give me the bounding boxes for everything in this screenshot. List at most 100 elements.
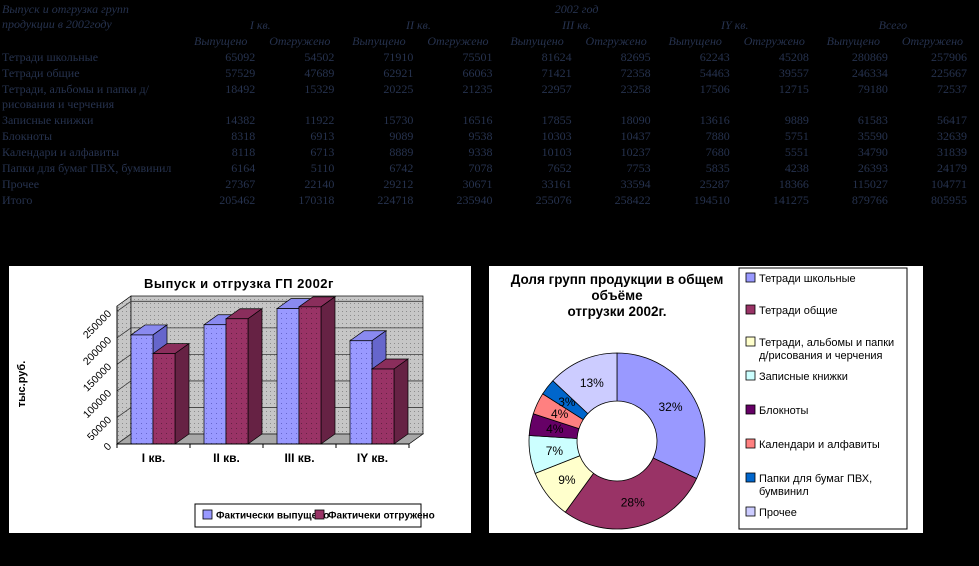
table-cell: 257906 xyxy=(931,50,967,64)
table-cell: 10437 xyxy=(620,129,651,143)
table-cell: 27367 xyxy=(225,177,256,191)
legend-label: бумвинил xyxy=(759,486,809,498)
table-cell: 39557 xyxy=(778,66,809,80)
legend-swatch xyxy=(745,272,756,283)
plot-left-wall xyxy=(116,295,132,445)
sub-header: Отгружено xyxy=(585,34,647,48)
table-cell: 34790 xyxy=(857,145,888,159)
legend-label: Блокноты xyxy=(759,405,809,417)
pie-legend-box xyxy=(738,267,908,530)
table-cell: 8118 xyxy=(231,145,256,159)
pie-slice-label: 4% xyxy=(551,407,569,421)
table-cell: 10303 xyxy=(541,129,572,143)
table-row: Тетради школьные 65092 54502 71910 75501 8162… xyxy=(0,50,975,66)
y-tick-label: 0 xyxy=(102,441,115,454)
bar-shipped xyxy=(151,342,191,445)
bar-chart-ylabel: тыс.руб. xyxy=(16,361,28,408)
row-label: Итого xyxy=(2,193,33,207)
table-cell: 9338 xyxy=(468,145,493,159)
table-cell: 18090 xyxy=(620,113,651,127)
row-label: Папки для бумаг ПВХ, бумвинил xyxy=(2,161,172,175)
table-cell: 66063 xyxy=(462,66,493,80)
legend-label: Папки для бумаг ПВХ, xyxy=(759,473,872,485)
pie-chart-panel: Доля групп продукции в общем объёме отгруз… xyxy=(488,265,924,534)
legend-swatch xyxy=(745,370,756,381)
table-cell: 205462 xyxy=(219,193,256,207)
x-category-label: III кв. xyxy=(284,451,314,465)
table-title: Выпуск и отгрузка групп продукции в 2002… xyxy=(0,2,184,50)
legend-swatch xyxy=(202,509,213,520)
table-cell: 29212 xyxy=(383,177,414,191)
table-cell: 9089 xyxy=(389,129,414,143)
table-cell: 62921 xyxy=(383,66,414,80)
table-cell: 32639 xyxy=(937,129,967,143)
product-groups-table: Выпуск и отгрузка групп продукции в 2002… xyxy=(0,2,975,209)
row-label: Календари и алфавиты xyxy=(2,145,120,159)
table-row: Папки для бумаг ПВХ, бумвинил 6164 5110 674… xyxy=(0,161,975,177)
pie-slice xyxy=(616,352,706,480)
sub-header: Отгружено xyxy=(269,34,331,48)
sub-header: Выпущено xyxy=(510,34,564,48)
legend-swatch xyxy=(745,472,756,483)
pie-slice-label: 28% xyxy=(621,495,645,509)
y-tick-label: 200000 xyxy=(81,334,114,367)
legend-swatch xyxy=(745,336,756,347)
table-cell: 24179 xyxy=(937,161,967,175)
table-cell: 71421 xyxy=(541,66,572,80)
year-header: 2002 год xyxy=(554,2,599,16)
table-row: Блокноты 8318 6913 9089 9538 10303 10437 7880 57… xyxy=(0,129,975,145)
table-cell: 10237 xyxy=(620,145,651,159)
sub-header: Выпущено xyxy=(352,34,406,48)
sub-header-row: Выпущено Отгружено Выпущено Отгружено Выпуще… xyxy=(0,34,975,50)
table-cell: 16516 xyxy=(462,113,493,127)
legend-swatch xyxy=(745,506,756,517)
pie-slice xyxy=(564,457,698,530)
table-cell: 17855 xyxy=(541,113,572,127)
table-cell: 5835 xyxy=(705,161,730,175)
table-cell: 6742 xyxy=(389,161,414,175)
table-cell: 12715 xyxy=(778,82,809,96)
table-cell: 56417 xyxy=(937,113,967,127)
legend-swatch xyxy=(314,509,325,520)
quarter-header-row: I кв. II кв. III кв. IY кв. Всего xyxy=(0,18,975,34)
table-cell: 5110 xyxy=(310,161,335,175)
pie-slice-label: 4% xyxy=(546,422,564,436)
table-cell: 72358 xyxy=(620,66,651,80)
quarter-header: Всего xyxy=(878,18,908,32)
sub-header: Выпущено xyxy=(668,34,722,48)
table-cell: 35590 xyxy=(857,129,888,143)
table-cell: 75501 xyxy=(462,50,493,64)
bar-shipped xyxy=(224,308,264,445)
y-tick-label: 250000 xyxy=(81,308,114,341)
legend-label: Календари и алфавиты xyxy=(759,439,880,451)
table-cell: 54463 xyxy=(699,66,730,80)
pie-chart-title: отгрузки 2002г. xyxy=(567,304,666,319)
table-cell: 17506 xyxy=(699,82,730,96)
pie-slice-label: 9% xyxy=(558,473,576,487)
table-title-line1: Выпуск и отгрузка групп xyxy=(2,2,129,16)
table-cell: 8318 xyxy=(231,129,256,143)
table-cell: 61583 xyxy=(857,113,888,127)
table-cell: 31839 xyxy=(937,145,967,159)
table-cell: 6713 xyxy=(310,145,335,159)
table-cell: 6164 xyxy=(231,161,256,175)
table-cell: 20225 xyxy=(383,82,414,96)
row-label: Прочее xyxy=(2,177,40,191)
table-cell: 33594 xyxy=(620,177,651,191)
table-row: Тетради, альбомы и папки д/рисования и ч… xyxy=(0,82,975,113)
legend-label: Прочее xyxy=(759,507,797,519)
table-cell: 258422 xyxy=(614,193,651,207)
bar-chart-title: Выпуск и отгрузка ГП 2002г xyxy=(144,276,334,291)
quarter-header: IY кв. xyxy=(720,18,749,32)
x-category-label: I кв. xyxy=(142,451,165,465)
pie-chart-title: Доля групп продукции в общем xyxy=(511,272,724,287)
row-label: Тетради школьные xyxy=(2,50,99,64)
table-cell: 57529 xyxy=(225,66,256,80)
legend-swatch xyxy=(745,404,756,415)
legend-label: д/рисования и черчения xyxy=(759,350,883,362)
x-category-label: II кв. xyxy=(213,451,240,465)
table-cell: 21235 xyxy=(462,82,493,96)
table-cell: 33161 xyxy=(541,177,572,191)
table-cell: 7078 xyxy=(468,161,493,175)
